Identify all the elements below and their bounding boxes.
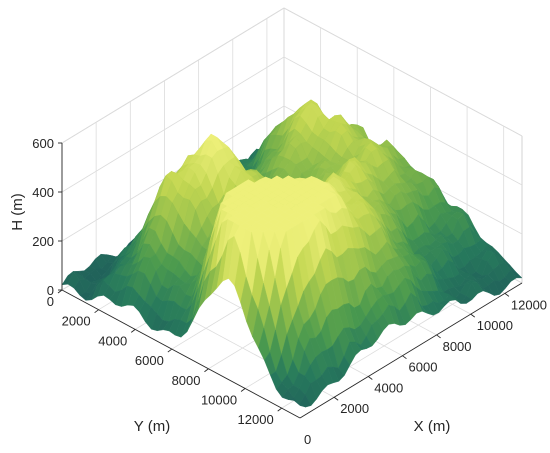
x-tick-label: 4000 bbox=[374, 381, 403, 396]
y-tick-mark bbox=[94, 309, 99, 314]
x-tick-mark bbox=[333, 396, 339, 401]
z-grid-line bbox=[61, 7, 285, 144]
y-tick-label: 4000 bbox=[98, 333, 127, 348]
y-tick-label: 10000 bbox=[201, 393, 237, 408]
z-tick-label: 400 bbox=[32, 185, 54, 200]
x-tick-label: 12000 bbox=[511, 297, 547, 312]
y-tick-mark bbox=[130, 329, 136, 333]
z-axis-label: H (m) bbox=[9, 193, 26, 231]
z-grid-line bbox=[61, 56, 285, 193]
y-tick-label: 0 bbox=[47, 294, 54, 309]
x-tick-label: 0 bbox=[304, 432, 311, 447]
y-tick-label: 8000 bbox=[172, 373, 201, 388]
z-grid-line bbox=[283, 56, 523, 186]
x-tick-mark bbox=[504, 293, 510, 297]
y-tick-mark bbox=[167, 348, 173, 353]
y-axis-line bbox=[61, 289, 301, 419]
x-tick-label: 10000 bbox=[477, 318, 513, 333]
y-tick-mark bbox=[57, 289, 63, 294]
z-grid-line bbox=[283, 7, 523, 137]
surface-patch bbox=[293, 400, 306, 408]
x-tick-label: 2000 bbox=[340, 401, 369, 416]
y-tick-mark bbox=[240, 388, 246, 392]
x-tick-mark bbox=[436, 334, 441, 339]
y-tick-label: 6000 bbox=[135, 353, 164, 368]
y-tick-mark bbox=[277, 407, 282, 412]
x-tick-label: 6000 bbox=[409, 360, 438, 375]
axis-titles: X (m) Y (m) H (m) bbox=[9, 193, 450, 435]
z-tick-label: 0 bbox=[47, 283, 54, 298]
x-axis-label: X (m) bbox=[414, 418, 451, 435]
x-tick-mark bbox=[368, 376, 373, 380]
z-tick-label: 200 bbox=[32, 234, 54, 249]
tick-labels: 0200040006000800010000120000200040006000… bbox=[32, 136, 547, 447]
axes-lines bbox=[57, 142, 523, 419]
y-tick-label: 2000 bbox=[62, 314, 91, 329]
y-tick-label: 12000 bbox=[238, 412, 274, 427]
y-axis-label: Y (m) bbox=[134, 418, 170, 435]
x-axis-line bbox=[299, 282, 523, 419]
x-tick-mark bbox=[402, 355, 407, 360]
y-tick-mark bbox=[204, 368, 209, 373]
surface-mesh bbox=[61, 99, 523, 408]
z-tick-label: 600 bbox=[32, 136, 54, 151]
x-tick-label: 8000 bbox=[443, 339, 472, 354]
x-tick-mark bbox=[470, 313, 476, 318]
